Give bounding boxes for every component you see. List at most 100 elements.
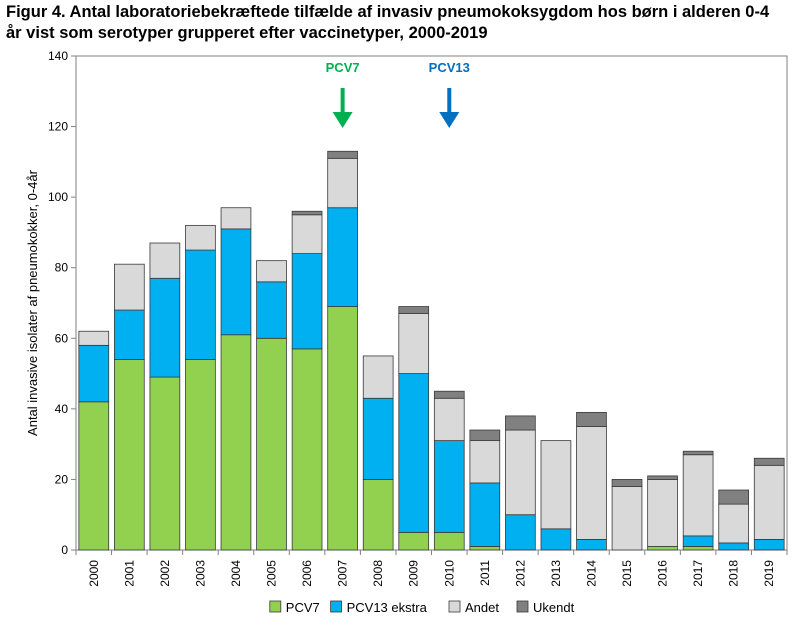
bar-ukendt <box>505 415 536 431</box>
bar-andet <box>256 260 287 283</box>
bar-andet <box>540 440 572 530</box>
bar-andet <box>611 486 643 551</box>
x-tick-label: 2013 <box>549 560 563 587</box>
x-tick-label: 2010 <box>442 560 456 587</box>
x-tick-label: 2019 <box>762 560 776 587</box>
bar-ukendt <box>327 150 358 159</box>
x-tick-label: 2003 <box>193 560 207 587</box>
x-tick-label: 2001 <box>122 560 136 587</box>
bar-pcv13-ekstra <box>149 277 181 378</box>
bar-andet <box>647 479 678 547</box>
bar-andet <box>78 330 110 346</box>
bar-andet <box>327 157 358 209</box>
bar-pcv13-ekstra <box>718 542 750 551</box>
x-tick-label: 2002 <box>158 560 172 587</box>
bar-pcv13-ekstra <box>682 535 714 547</box>
bar-andet <box>220 207 252 230</box>
bar-andet <box>433 397 465 442</box>
x-tick-label: 2015 <box>620 560 634 587</box>
legend-swatch-pcv13-ekstra <box>330 600 343 613</box>
chart-title-line-2: år vist som serotyper grupperet efter va… <box>6 24 488 42</box>
bar-pcv7 <box>78 401 110 551</box>
bar-ukendt <box>398 306 430 314</box>
axes: 0 20 40 60 80 100 120 140 2000 2001 2002 2003 2004 20… <box>48 49 788 587</box>
bar-pcv7 <box>682 546 714 551</box>
bar-andet <box>113 263 145 311</box>
bar-pcv13-ekstra <box>398 373 430 533</box>
legend: PCV7 PCV13 ekstra Andet Ukendt <box>269 600 575 615</box>
x-tick-label: 2012 <box>513 560 527 587</box>
bar-andet <box>362 355 394 399</box>
bar-pcv13-ekstra <box>576 539 607 551</box>
legend-label-pcv13-ekstra: PCV13 ekstra <box>347 600 428 615</box>
bar-ukendt <box>576 411 607 427</box>
bar-ukendt <box>469 429 501 442</box>
bar-andet <box>682 454 714 537</box>
y-tick-label: 20 <box>55 472 69 486</box>
y-tick-label: 80 <box>55 261 69 275</box>
x-tick-label: 2004 <box>229 560 243 587</box>
bar-pcv7 <box>362 479 394 551</box>
bar-pcv7 <box>433 531 465 551</box>
x-tick-label: 2014 <box>584 560 598 587</box>
y-tick-label: 60 <box>55 331 69 345</box>
x-tick-label: 2005 <box>265 560 279 587</box>
legend-label-pcv7: PCV7 <box>286 600 320 615</box>
legend-swatch-ukendt <box>516 600 529 613</box>
legend-label-ukendt: Ukendt <box>533 600 575 615</box>
bar-ukendt <box>611 479 643 487</box>
bar-andet <box>505 429 536 516</box>
bar-pcv13-ekstra <box>433 440 465 533</box>
bar-pcv7 <box>185 359 216 551</box>
x-tick-label: 2008 <box>371 560 385 587</box>
chart-title-line-1: Figur 4. Antal laboratoriebekræftede til… <box>6 3 770 21</box>
bar-andet <box>291 214 323 255</box>
marker-label-pcv7: PCV7 <box>326 60 360 75</box>
y-tick-label: 40 <box>55 402 69 416</box>
bar-ukendt <box>718 489 750 505</box>
bars <box>78 150 785 551</box>
chart-title: Figur 4. Antal laboratoriebekræftede til… <box>6 2 796 44</box>
bar-pcv7 <box>256 337 287 551</box>
y-axis-label: Antal invasive isolater af pneumokokker,… <box>25 169 40 436</box>
marker-label-pcv13: PCV13 <box>429 60 470 75</box>
bar-andet <box>185 224 216 251</box>
bar-pcv13-ekstra <box>78 344 110 403</box>
y-tick-label: 120 <box>48 120 68 134</box>
bar-ukendt <box>682 450 714 456</box>
bar-pcv13-ekstra <box>469 482 501 547</box>
bar-ukendt <box>433 390 465 399</box>
bar-andet <box>718 503 750 544</box>
bar-pcv7 <box>647 546 678 551</box>
x-tick-label: 2007 <box>336 560 350 587</box>
bar-pcv13-ekstra <box>362 397 394 480</box>
bar-pcv13-ekstra <box>291 253 323 350</box>
x-tick-label: 2009 <box>407 560 421 587</box>
legend-swatch-pcv7 <box>269 600 282 613</box>
x-tick-label: 2011 <box>478 560 492 586</box>
bar-pcv7 <box>113 359 145 551</box>
bar-andet <box>753 464 785 540</box>
bar-pcv7 <box>149 376 181 551</box>
bar-pcv13-ekstra <box>540 528 572 551</box>
bar-pcv7 <box>469 546 501 551</box>
x-tick-label: 2017 <box>691 560 705 587</box>
y-tick-label: 0 <box>61 543 68 557</box>
marker-arrow-head <box>332 112 353 128</box>
bar-ukendt <box>753 457 785 466</box>
bar-ukendt <box>291 210 323 216</box>
bar-pcv13-ekstra <box>113 309 145 360</box>
x-tick-label: 2000 <box>87 560 101 587</box>
bar-pcv7 <box>398 531 430 551</box>
bar-pcv13-ekstra <box>753 539 785 551</box>
bar-pcv7 <box>220 334 252 551</box>
bar-pcv13-ekstra <box>327 207 358 307</box>
annotations: PCV7 PCV13 <box>326 60 470 128</box>
legend-label-andet: Andet <box>465 600 499 615</box>
y-tick-label: 140 <box>48 49 68 63</box>
bar-andet <box>576 426 607 540</box>
bar-andet <box>398 313 430 374</box>
legend-swatch-andet <box>448 600 461 613</box>
bar-pcv13-ekstra <box>256 281 287 339</box>
